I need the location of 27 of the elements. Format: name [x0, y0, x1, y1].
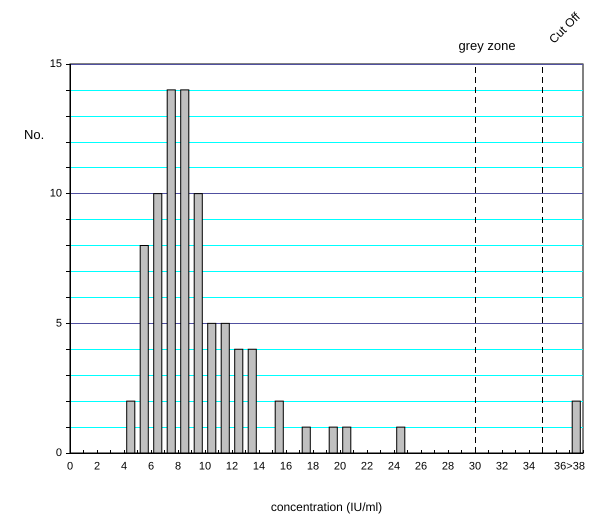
x-tick-label: 34 [522, 460, 536, 472]
y-tick-label: 0 [56, 447, 62, 459]
y-axis-title: No. [24, 127, 44, 142]
x-tick-label: 28 [442, 460, 454, 472]
x-tick-label: 20 [334, 460, 346, 472]
x-axis-title: concentration (IU/ml) [270, 500, 382, 514]
ref-line-label: Cut Off [546, 9, 584, 46]
x-tick-label: 8 [174, 460, 182, 472]
x-tick-label: 2 [94, 460, 100, 472]
y-tick-label: 5 [56, 317, 62, 330]
x-tick-label: 30 [468, 460, 482, 472]
y-tick-label: 15 [50, 58, 62, 70]
x-tick-label: 22 [360, 460, 374, 472]
x-tick-label: 0 [66, 460, 74, 472]
x-tick-label: 12 [226, 460, 238, 472]
y-tick-label: 10 [50, 188, 62, 200]
x-tick-label: 4 [120, 460, 128, 472]
x-tick-label: 16 [280, 460, 292, 472]
x-tick-label: 24 [388, 460, 400, 472]
x-tick-label: 18 [306, 460, 320, 472]
ref-line-label: grey zone [458, 38, 516, 53]
x-tick-label: 10 [198, 460, 212, 472]
x-tick-label: 14 [252, 460, 266, 472]
x-tick-label: 36>38 [554, 460, 585, 472]
x-tick-label: 6 [148, 460, 154, 472]
x-tick-label: 26 [414, 460, 428, 472]
x-tick-label: 32 [496, 460, 508, 472]
